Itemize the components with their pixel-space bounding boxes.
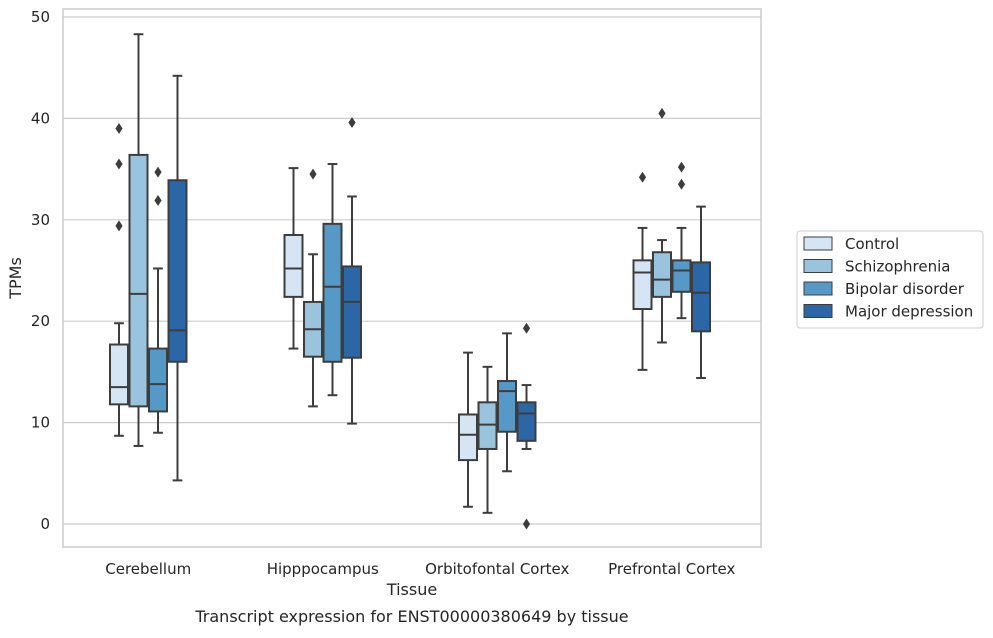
outlier-point [115, 123, 123, 135]
x-tick-label: Prefrontal Cortex [608, 560, 735, 578]
outlier-point [309, 168, 317, 180]
outlier-point [638, 171, 647, 183]
boxes [109, 33, 711, 530]
box [109, 343, 129, 406]
box-group [652, 107, 672, 344]
legend-label: Major depression [845, 303, 973, 321]
box [283, 234, 304, 298]
box-group [691, 205, 711, 379]
box-group [516, 322, 537, 530]
legend-swatch [803, 259, 833, 273]
y-tick-label: 30 [31, 211, 50, 229]
box-group [303, 168, 323, 408]
legend-label: Schizophrenia [845, 258, 950, 276]
outlier-point [115, 220, 123, 232]
box [652, 251, 672, 298]
plot-frame [62, 8, 762, 548]
box-group [497, 332, 517, 473]
box-group [167, 74, 188, 482]
box [516, 401, 537, 442]
outlier-point [677, 178, 686, 190]
box-group [283, 167, 304, 350]
box [322, 222, 343, 363]
box [128, 153, 149, 408]
y-tick-label: 50 [31, 8, 50, 26]
box [342, 265, 362, 359]
y-tick-labels: 0 10 20 30 40 50 [31, 8, 50, 533]
box [458, 413, 478, 462]
x-tick-labels: Cerebellum Hipppocampus Orbitofontal Corte… [105, 560, 735, 578]
legend-frame [796, 230, 984, 329]
box [691, 261, 711, 333]
x-tick-label: Hipppocampus [267, 560, 379, 578]
legend-items: Control Schizophrenia Bipolar disorder Majo… [803, 235, 973, 321]
y-tick-label: 20 [31, 312, 50, 330]
outlier-point [522, 322, 531, 334]
legend: Control Schizophrenia Bipolar disorder Majo… [796, 230, 984, 329]
legend-label: Bipolar disorder [845, 280, 965, 298]
box-group [458, 351, 478, 508]
y-tick-label: 0 [40, 515, 50, 533]
outlier-point [522, 518, 531, 530]
y-tick-label: 10 [31, 414, 50, 432]
outlier-point [348, 116, 356, 128]
box [632, 259, 653, 311]
box-group [128, 33, 149, 447]
y-axis-label: TPMs [6, 257, 25, 300]
box-group [322, 163, 343, 397]
legend-swatch [803, 281, 833, 296]
outlier-point [115, 158, 123, 170]
box-group [109, 123, 129, 437]
x-axis-label: Tissue [386, 580, 437, 599]
outlier-point [154, 195, 162, 207]
box-group [632, 171, 653, 371]
legend-swatch [803, 304, 833, 318]
box [148, 347, 168, 413]
outlier-point [658, 107, 666, 119]
outlier-point [154, 166, 162, 178]
box [671, 259, 692, 293]
box-group [671, 161, 692, 320]
box [477, 401, 498, 450]
legend-label: Control [845, 235, 899, 253]
x-tick-label: Cerebellum [105, 560, 191, 578]
box-group [477, 365, 498, 514]
legend-swatch [803, 236, 833, 251]
outlier-point [677, 161, 686, 173]
y-tick-label: 40 [31, 109, 50, 127]
x-tick-label: Orbitofontal Cortex [425, 560, 569, 578]
box-group [342, 116, 362, 425]
box-group [148, 166, 168, 434]
box [497, 380, 517, 433]
chart-caption: Transcript expression for ENST0000038064… [194, 607, 628, 626]
box [167, 179, 188, 363]
